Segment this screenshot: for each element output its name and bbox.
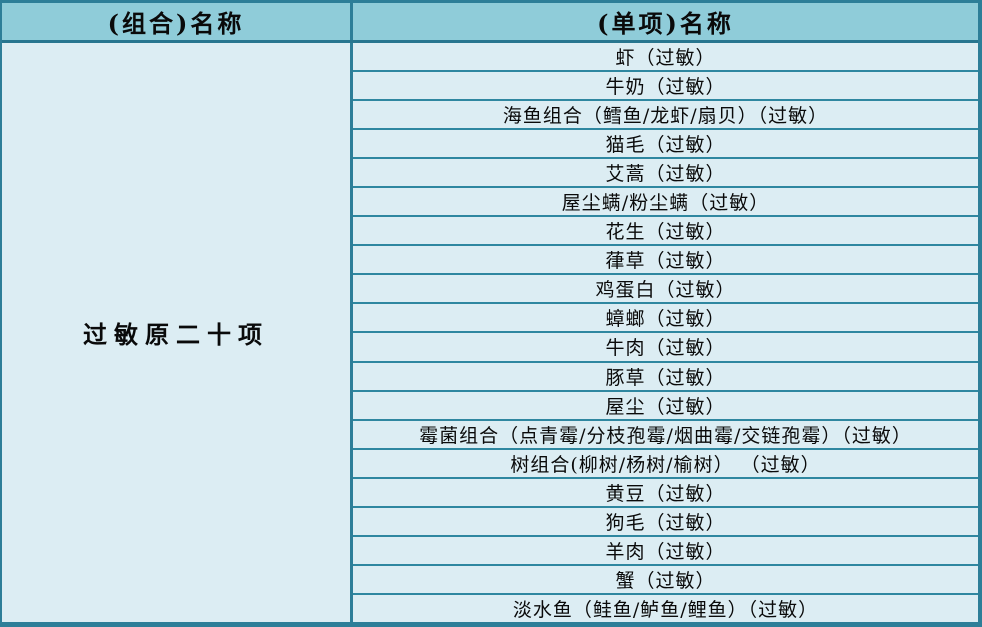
table-row: 淡水鱼（鲑鱼/鲈鱼/鲤鱼）（过敏） — [353, 592, 978, 622]
table-row: 霉菌组合（点青霉/分枝孢霉/烟曲霉/交链孢霉）（过敏） — [353, 418, 978, 448]
table-row: 花生（过敏） — [353, 215, 978, 245]
table-row: 虾（过敏） — [353, 43, 978, 71]
table-row: 鸡蛋白（过敏） — [353, 273, 978, 303]
table-row: 黄豆（过敏） — [353, 476, 978, 506]
item-list: 虾（过敏） 牛奶（过敏） 海鱼组合（鳕鱼/龙虾/扇贝）（过敏） 猫毛（过敏） 艾… — [353, 43, 978, 622]
table-row: 猫毛（过敏） — [353, 128, 978, 158]
table-header-row: (组合)名称 (单项)名称 — [2, 3, 978, 43]
group-name-cell: 过敏原二十项 — [2, 43, 353, 622]
table-row: 海鱼组合（鳕鱼/龙虾/扇贝）（过敏） — [353, 99, 978, 129]
table-body: 过敏原二十项 虾（过敏） 牛奶（过敏） 海鱼组合（鳕鱼/龙虾/扇贝）（过敏） 猫… — [2, 43, 978, 622]
header-cell-item-name: (单项)名称 — [597, 9, 734, 38]
table-row: 葎草（过敏） — [353, 244, 978, 274]
table-row: 蟑螂（过敏） — [353, 302, 978, 332]
table-row: 屋尘螨/粉尘螨（过敏） — [353, 186, 978, 216]
table-row: 蟹（过敏） — [353, 563, 978, 593]
table-row: 羊肉（过敏） — [353, 534, 978, 564]
table-row: 牛奶（过敏） — [353, 70, 978, 100]
header-cell-combo-name: (组合)名称 — [2, 3, 353, 40]
table-row: 屋尘（过敏） — [353, 389, 978, 419]
table-row: 狗毛（过敏） — [353, 505, 978, 535]
table-row: 树组合(柳树/杨树/榆树） （过敏） — [353, 447, 978, 477]
table-row: 牛肉（过敏） — [353, 331, 978, 361]
table-row: 艾蒿（过敏） — [353, 157, 978, 187]
table-row: 豚草（过敏） — [353, 360, 978, 390]
